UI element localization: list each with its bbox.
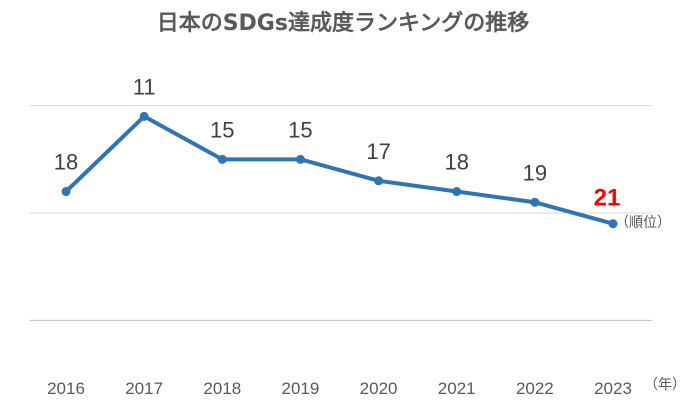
- chart-title: 日本のSDGs達成度ランキングの推移: [157, 10, 530, 36]
- x-tick-label-2023: 2023: [594, 379, 632, 398]
- data-point-2022: [530, 197, 540, 207]
- series-layer: [61, 111, 618, 229]
- data-label-2016: 18: [54, 150, 78, 175]
- x-tick-label-2016: 2016: [47, 379, 85, 398]
- x-tick-label-2021: 2021: [438, 379, 476, 398]
- data-point-2017: [139, 111, 149, 121]
- data-label-2022: 19: [523, 160, 547, 185]
- x-tick-layer: 2016 2017 2018 2019 2020 2021 2022 2023: [47, 379, 632, 398]
- y-axis-unit-label: （順位）: [615, 215, 671, 231]
- data-point-2018: [217, 154, 227, 164]
- data-point-2023: [608, 219, 618, 229]
- x-tick-label-2020: 2020: [360, 379, 398, 398]
- label-layer: 18 11 15 15 17 18 19 21: [54, 74, 621, 211]
- data-label-2017: 11: [133, 74, 156, 99]
- data-point-2019: [295, 154, 305, 164]
- data-label-2020: 17: [366, 139, 390, 164]
- data-label-2019: 15: [288, 117, 312, 142]
- grid-layer: [30, 105, 652, 321]
- x-tick-label-2018: 2018: [203, 379, 241, 398]
- x-tick-label-2017: 2017: [125, 379, 163, 398]
- data-point-2016: [61, 187, 71, 197]
- data-label-2018: 15: [210, 117, 234, 142]
- x-tick-label-2022: 2022: [516, 379, 554, 398]
- series-line: [64, 114, 615, 226]
- data-label-2023: 21: [594, 185, 621, 212]
- x-axis-unit-label: （年）: [644, 377, 686, 393]
- data-label-2021: 18: [444, 150, 468, 175]
- x-tick-label-2019: 2019: [282, 379, 320, 398]
- data-point-2021: [452, 187, 462, 197]
- data-point-2020: [374, 176, 384, 186]
